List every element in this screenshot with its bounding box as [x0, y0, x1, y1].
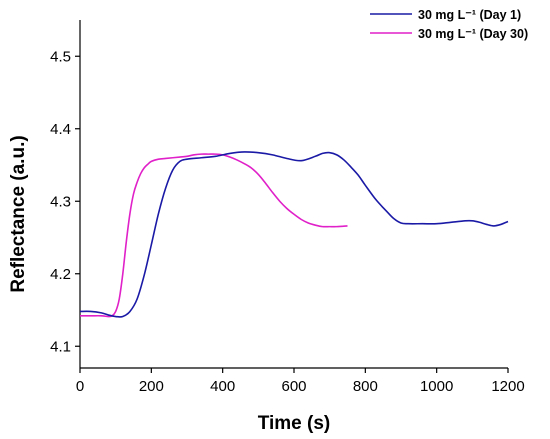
x-tick-label: 400: [210, 378, 235, 395]
x-tick-label: 1200: [491, 378, 524, 395]
y-tick-label: 4.2: [50, 266, 71, 283]
x-tick-label: 1000: [420, 378, 453, 395]
x-axis-title: Time (s): [258, 413, 331, 434]
y-tick-label: 4.5: [50, 48, 71, 65]
legend-label-day-30: 30 mg L⁻¹ (Day 30): [418, 27, 528, 41]
x-tick-label: 0: [76, 378, 84, 395]
y-axis-ticks: 4.1 4.2 4.3 4.4 4.5: [50, 48, 80, 355]
series-layer: [79, 151, 509, 318]
x-axis-ticks: 0 200 400 600 800 1000 1200: [76, 368, 525, 395]
legend-label-day-1: 30 mg L⁻¹ (Day 1): [418, 8, 521, 22]
y-tick-label: 4.3: [50, 193, 71, 210]
x-tick-label: 600: [281, 378, 306, 395]
x-tick-label: 200: [139, 378, 164, 395]
legend: 30 mg L⁻¹ (Day 1) 30 mg L⁻¹ (Day 30): [370, 8, 528, 41]
y-tick-label: 4.4: [50, 121, 71, 138]
series-line-day-30: [79, 153, 348, 318]
y-tick-label: 4.1: [50, 338, 71, 355]
series-line-day-1: [79, 151, 509, 318]
y-axis-title: Reflectance (a.u.): [8, 135, 29, 292]
x-tick-label: 800: [353, 378, 378, 395]
